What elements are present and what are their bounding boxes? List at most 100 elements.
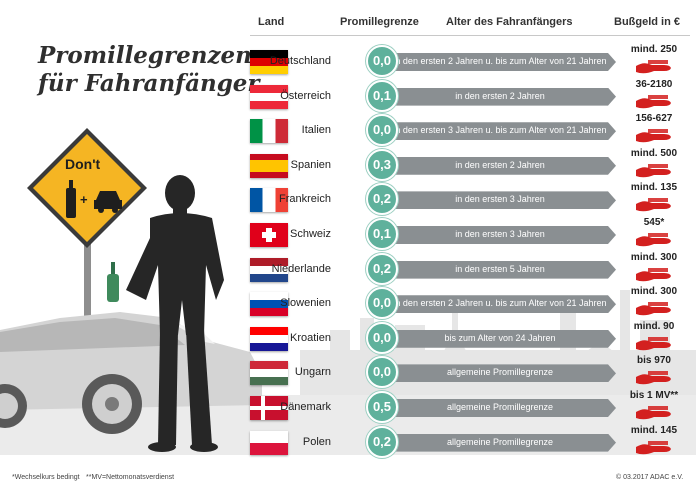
table-row-0: Deutschland in den ersten 2 Jahren u. bi…: [250, 44, 690, 78]
promille-circle: [366, 356, 398, 389]
table-row-10: Dänemark allgemeine Promillegrenze 0,5 b…: [250, 390, 690, 424]
title-line-1: Promillegrenzen: [38, 42, 252, 69]
age-rule: bis zum Alter von 24 Jahren: [444, 332, 556, 343]
age-arrow: [384, 87, 616, 106]
footnote-mv: **MV=Nettomonatsverdienst: [86, 474, 175, 481]
fine-amount: mind. 250: [630, 44, 678, 55]
car-icon: [94, 191, 122, 213]
flag-icon: [250, 50, 288, 74]
table-row-3: Spanien in den ersten 2 Jahren 0,3 mind.…: [250, 148, 690, 182]
age-arrow: [384, 122, 616, 141]
flag-icon: [250, 188, 288, 213]
flag-icon: [250, 84, 288, 109]
sign-text: Don't: [65, 156, 101, 172]
table-row-5: Schweiz in den ersten 3 Jahren 0,1 545*: [250, 217, 690, 251]
promille-circle: [366, 425, 398, 458]
hand-with-money-icon: [636, 94, 671, 108]
table-row-2: Italien in den ersten 3 Jahren u. bis zu…: [250, 113, 690, 147]
country-name: Ungarn: [294, 366, 331, 379]
table-row-6: Niederlande in den ersten 5 Jahren 0,2 m…: [250, 252, 690, 286]
age-rule: in den ersten 2 Jahren: [455, 159, 545, 170]
promille-value: 0,0: [372, 329, 392, 345]
promille-value: 0,3: [372, 156, 392, 172]
promille-circle: [366, 321, 398, 354]
age-rule: in den ersten 3 Jahren: [455, 229, 545, 239]
hand-with-money-icon: [636, 302, 671, 316]
country-name: Österreich: [280, 89, 331, 102]
age-arrow: [384, 156, 616, 175]
flag-icon: [250, 119, 288, 144]
promille-circle: [366, 148, 398, 181]
age-arrow: [384, 226, 616, 244]
age-arrow: [384, 399, 616, 417]
promille-circle: [366, 114, 398, 147]
flag-icon: [250, 257, 288, 282]
age-rule: allgemeine Promillegrenze: [446, 402, 554, 412]
promille-circle: [366, 391, 398, 423]
copyright: © 03.2017 ADAC e.V.: [616, 474, 684, 481]
hand-with-money-icon: [636, 336, 671, 351]
age-arrow: [384, 260, 616, 279]
promille-value: 0,2: [372, 433, 392, 449]
promille-value: 0,1: [372, 226, 392, 241]
promille-value: 0,2: [372, 260, 392, 276]
age-rule: in den ersten 2 Jahren u. bis zum Alter …: [393, 298, 607, 309]
header-land: Land: [258, 16, 285, 28]
flag-icon: [250, 396, 288, 420]
age-rule: in den ersten 2 Jahren u. bis zum Alter …: [393, 56, 607, 66]
promille-circle: [366, 183, 398, 216]
promille-circle: [366, 218, 398, 250]
country-name: Polen: [302, 435, 331, 448]
country-name: Deutschland: [269, 55, 331, 67]
page-title: Promillegrenzen für Fahranfänger: [38, 42, 260, 98]
age-rule: allgemeine Promillegrenze: [446, 367, 554, 378]
hand-with-money-icon: [636, 129, 671, 143]
age-rule: in den ersten 2 Jahren: [455, 90, 545, 101]
hand-bottle: [107, 262, 119, 302]
road-sign: [27, 128, 147, 248]
age-rule: allgemeine Promillegrenze: [446, 436, 554, 447]
table-row-11: Polen allgemeine Promillegrenze 0,2 mind…: [250, 425, 690, 459]
promille-value: 0,1: [372, 87, 392, 103]
hand-with-money-icon: [636, 267, 671, 281]
promille-circle: [366, 252, 398, 285]
hand-with-money-icon: [636, 233, 671, 247]
promille-value: 0,0: [372, 122, 392, 138]
fine-amount: mind. 90: [633, 320, 675, 332]
person-silhouette: [126, 175, 224, 452]
flag-icon: [250, 361, 288, 386]
country-name: Kroatien: [290, 331, 331, 344]
age-arrow: [384, 53, 616, 71]
promille-circle: [366, 287, 398, 320]
flag-icon: [250, 430, 288, 455]
fine-amount: mind. 300: [630, 286, 678, 298]
table-row-4: Frankreich in den ersten 3 Jahren 0,2 mi…: [250, 182, 690, 216]
fine-amount: bis 1 MV**: [629, 390, 679, 401]
header-promille: Promillegrenze: [340, 16, 419, 28]
hand-with-money-icon: [636, 60, 671, 74]
fine-amount: 545*: [643, 217, 665, 228]
title-line-2: für Fahranfänger: [38, 70, 260, 97]
age-arrow: [384, 364, 616, 383]
table-row-7: Slowenien in den ersten 2 Jahren u. bis …: [250, 286, 690, 320]
fine-amount: mind. 145: [630, 424, 678, 436]
table-row-1: Österreich in den ersten 2 Jahren 0,1 36…: [250, 79, 690, 113]
hand-with-money-icon: [636, 440, 671, 454]
age-rule: in den ersten 5 Jahren: [455, 263, 545, 274]
promille-circle: [366, 79, 398, 112]
header-divider: [250, 35, 690, 36]
country-name: Spanien: [290, 158, 331, 171]
fine-amount: mind. 300: [630, 251, 678, 263]
age-arrow: [384, 329, 616, 348]
footnote-exchange: *Wechselkurs bedingt: [12, 474, 80, 481]
age-rule: in den ersten 3 Jahren u. bis zum Alter …: [393, 125, 607, 136]
country-name: Schweiz: [290, 228, 331, 240]
wine-bottle-icon: [66, 180, 76, 218]
flag-icon: [250, 292, 288, 317]
country-name: Italien: [301, 124, 331, 137]
fine-amount: 36-2180: [635, 78, 673, 90]
fine-amount: mind. 500: [630, 147, 678, 159]
hand-with-money-icon: [636, 163, 671, 178]
header-bussgeld: Bußgeld in €: [614, 16, 680, 28]
